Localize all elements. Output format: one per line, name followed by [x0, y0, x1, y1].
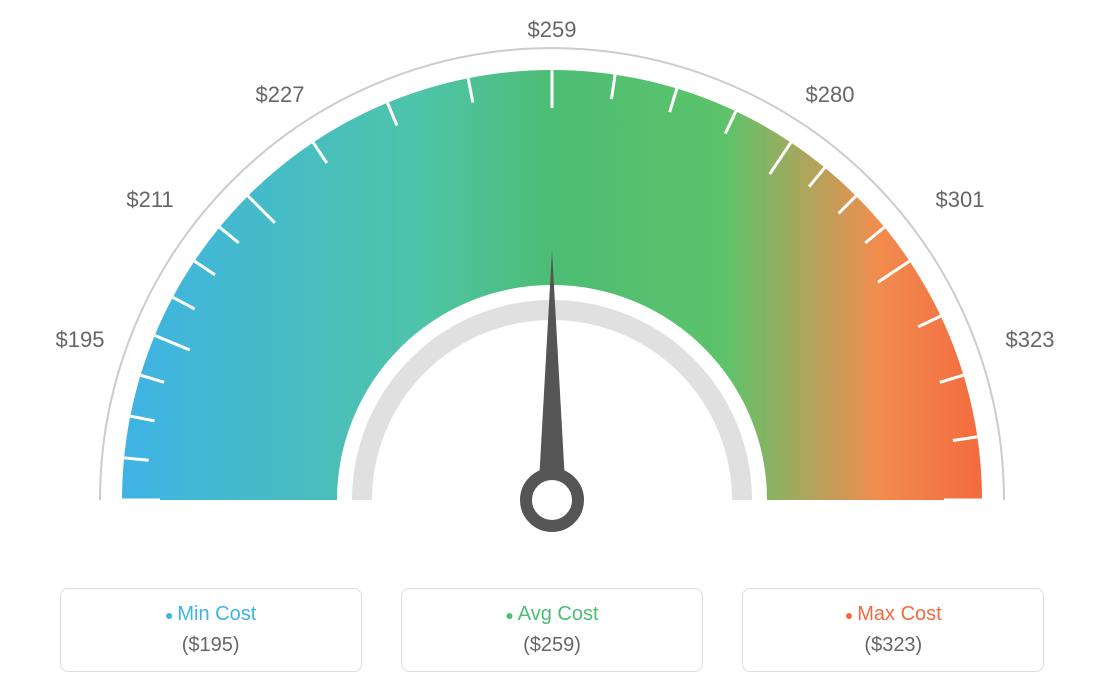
legend-min-value: ($195) — [61, 634, 361, 657]
legend-avg-label: Avg Cost — [402, 603, 702, 626]
legend-max-box: Max Cost ($323) — [742, 588, 1044, 672]
cost-gauge-chart: $195 $211 $227 $259 $280 $301 $323 Min Cost ($… — [0, 0, 1104, 690]
gauge-area: $195 $211 $227 $259 $280 $301 $323 — [0, 0, 1104, 568]
gauge-tick-label: $195 — [56, 327, 105, 353]
legend-row: Min Cost ($195) Avg Cost ($259) Max Cost… — [0, 588, 1104, 672]
legend-avg-box: Avg Cost ($259) — [401, 588, 703, 672]
gauge-tick-label: $227 — [256, 82, 305, 108]
gauge-tick-label: $259 — [528, 17, 577, 43]
gauge-tick-label: $301 — [936, 187, 985, 213]
legend-max-label: Max Cost — [743, 603, 1043, 626]
gauge-tick-label: $323 — [1006, 327, 1055, 353]
gauge-needle-hub — [526, 474, 578, 526]
gauge-needle — [538, 250, 566, 500]
gauge-tick-label: $280 — [806, 82, 855, 108]
legend-min-label: Min Cost — [61, 603, 361, 626]
legend-avg-value: ($259) — [402, 634, 702, 657]
legend-max-value: ($323) — [743, 634, 1043, 657]
legend-min-box: Min Cost ($195) — [60, 588, 362, 672]
gauge-svg — [0, 0, 1104, 568]
gauge-tick-label: $211 — [126, 187, 173, 213]
